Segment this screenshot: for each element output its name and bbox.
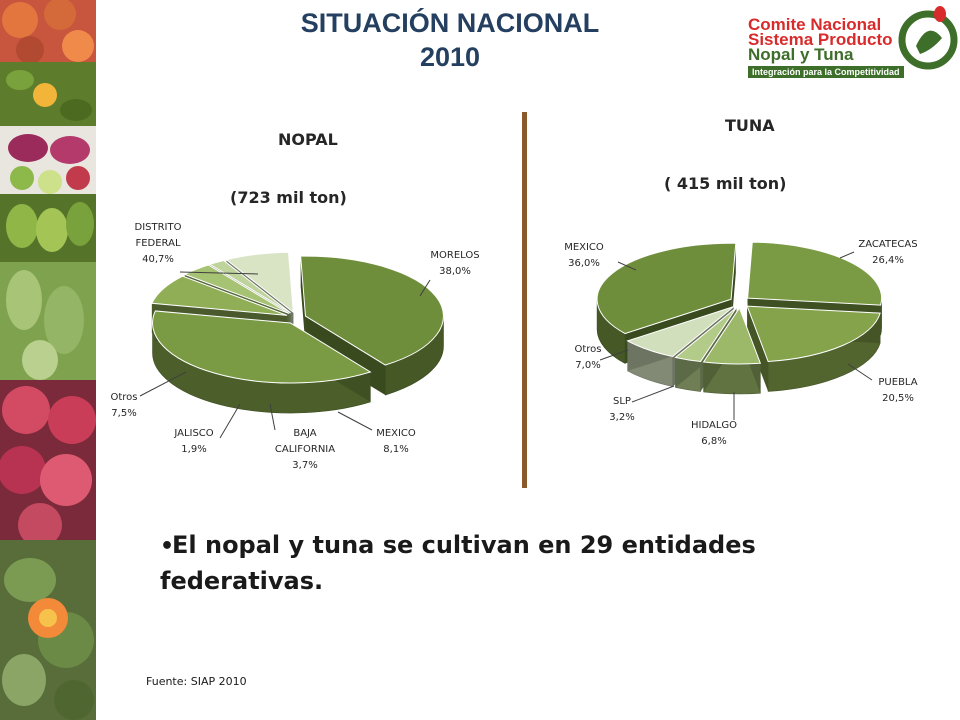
tuna-pie-chart: ZACATECAS 26,4% PUEBLA 20,5% HIDALGO 6,8% SLP 3… xyxy=(564,239,918,447)
tuna-data-label-line: PUEBLA xyxy=(878,377,917,388)
slide-title-line1: SITUACIÓN NACIONAL xyxy=(300,8,600,38)
nopal-data-label-line: 40,7% xyxy=(142,254,174,265)
nopal-data-label-line: 3,7% xyxy=(292,460,317,471)
nopal-leader-line-distrito-federal xyxy=(179,271,259,275)
cactus-photos-image xyxy=(0,0,96,720)
tuna-data-label-line: MEXICO xyxy=(564,242,604,253)
nopal-leader-line-mexico xyxy=(337,411,373,431)
tuna-data-label-line: 6,8% xyxy=(701,436,726,447)
logo-line-1: Comite Nacional xyxy=(748,15,882,34)
tuna-slice-slp xyxy=(674,307,737,363)
nopal-slice-otros xyxy=(225,251,294,314)
nopal-slice-distrito-federal xyxy=(300,255,444,366)
slide-title: SITUACIÓN NACIONAL 2010 xyxy=(300,6,600,74)
tuna-data-label-line: 26,4% xyxy=(872,255,904,266)
tuna-data-label-zacatecas: ZACATECAS 26,4% xyxy=(858,239,917,266)
nopal-data-label-distrito-federal: DISTRITO FEDERAL 40,7% xyxy=(135,222,182,265)
tuna-data-label-line: 3,2% xyxy=(609,412,634,423)
tuna-data-label-puebla: PUEBLA 20,5% xyxy=(878,377,917,404)
tuna-data-label-line: 7,0% xyxy=(575,360,600,371)
tuna-leader-line-mexico xyxy=(617,261,637,271)
nopal-slice-mexico xyxy=(151,275,288,316)
tuna-data-label-line: SLP xyxy=(613,396,631,407)
tuna-data-label-line: ZACATECAS xyxy=(858,239,917,250)
nopal-slice-baja-california xyxy=(183,264,290,315)
tuna-leader-line-slp xyxy=(631,385,675,403)
nopal-data-label-line: BAJA xyxy=(293,428,316,439)
summary-bullet-text: El nopal y tuna se cultivan en 29 entida… xyxy=(160,531,756,595)
nopal-data-label-line: JALISCO xyxy=(173,428,213,439)
nopal-slice-cut-distrito-federal-0 xyxy=(300,256,306,347)
tuna-leader-line-zacatecas xyxy=(839,251,855,259)
nopal-data-label-baja-california: BAJA CALIFORNIA 3,7% xyxy=(275,428,335,471)
nopal-chart-subtitle: (723 mil ton) xyxy=(230,188,347,207)
data-source-note: Fuente: SIAP 2010 xyxy=(146,675,247,688)
nopal-data-label-line: 7,5% xyxy=(111,408,136,419)
nopal-leader-line-jalisco xyxy=(219,403,241,439)
summary-bullet: •El nopal y tuna se cultivan en 29 entid… xyxy=(160,528,860,598)
logo-line-2: Sistema Producto xyxy=(748,30,893,49)
nopal-data-label-jalisco: JALISCO 1,9% xyxy=(173,428,213,455)
tuna-chart-title: TUNA xyxy=(725,116,775,135)
tuna-slice-mexico xyxy=(596,242,737,335)
tuna-data-label-hidalgo: HIDALGO 6,8% xyxy=(691,420,737,447)
tuna-slice-otros xyxy=(626,306,734,358)
cactus-logo-icon xyxy=(898,6,958,70)
tuna-data-label-line: Otros xyxy=(574,344,601,355)
nopal-data-label-morelos: MORELOS 38,0% xyxy=(430,250,479,277)
tuna-data-label-line: 20,5% xyxy=(882,393,914,404)
organization-logo: Comite Nacional Sistema Producto Nopal y… xyxy=(748,6,960,78)
nopal-data-label-otros: Otros 7,5% xyxy=(110,392,137,419)
nopal-data-label-mexico: MEXICO 8,1% xyxy=(376,428,416,455)
tuna-data-label-line: HIDALGO xyxy=(691,420,737,431)
bullet-icon: • xyxy=(160,534,175,559)
tuna-slice-cut-puebla-1 xyxy=(747,306,769,392)
tuna-data-label-otros: Otros 7,0% xyxy=(574,344,601,371)
tuna-chart-subtitle: ( 415 mil ton) xyxy=(664,174,787,193)
nopal-data-label-line: DISTRITO xyxy=(135,222,182,233)
nopal-leader-line-morelos xyxy=(419,279,431,297)
nopal-data-label-line: MEXICO xyxy=(376,428,416,439)
tuna-slice-zacatecas xyxy=(747,241,883,306)
chart-divider xyxy=(522,112,527,488)
nopal-leader-line-otros xyxy=(139,371,187,397)
tuna-data-label-line: 36,0% xyxy=(568,258,600,269)
nopal-data-label-line: 38,0% xyxy=(439,266,471,277)
nopal-data-label-line: 8,1% xyxy=(383,444,408,455)
nopal-leader-line-baja-california xyxy=(269,403,276,431)
tuna-slice-hidalgo xyxy=(702,306,762,365)
slide-title-year: 2010 xyxy=(419,42,481,72)
nopal-data-label-line: Otros xyxy=(110,392,137,403)
tuna-data-label-mexico: MEXICO 36,0% xyxy=(564,242,604,269)
tuna-data-label-slp: SLP 3,2% xyxy=(609,396,634,423)
tuna-leader-line-otros xyxy=(599,349,629,361)
nopal-data-label-line: MORELOS xyxy=(430,250,479,261)
nopal-slice-morelos xyxy=(152,310,372,384)
nopal-data-label-line: 1,9% xyxy=(181,444,206,455)
nopal-data-label-line: CALIFORNIA xyxy=(275,444,335,455)
tuna-leader-line-puebla xyxy=(847,363,873,381)
logo-tagline: Integración para la Competitividad xyxy=(748,66,904,78)
nopal-pie-chart: DISTRITO FEDERAL 40,7% MORELOS 38,0% MEXICO 8,… xyxy=(110,222,479,471)
logo-line-3: Nopal y Tuna xyxy=(748,45,854,64)
nopal-data-label-line: FEDERAL xyxy=(135,238,180,249)
nopal-chart-title: NOPAL xyxy=(278,130,338,149)
cactus-photo-strip xyxy=(0,0,96,720)
tuna-slice-puebla xyxy=(746,305,881,363)
